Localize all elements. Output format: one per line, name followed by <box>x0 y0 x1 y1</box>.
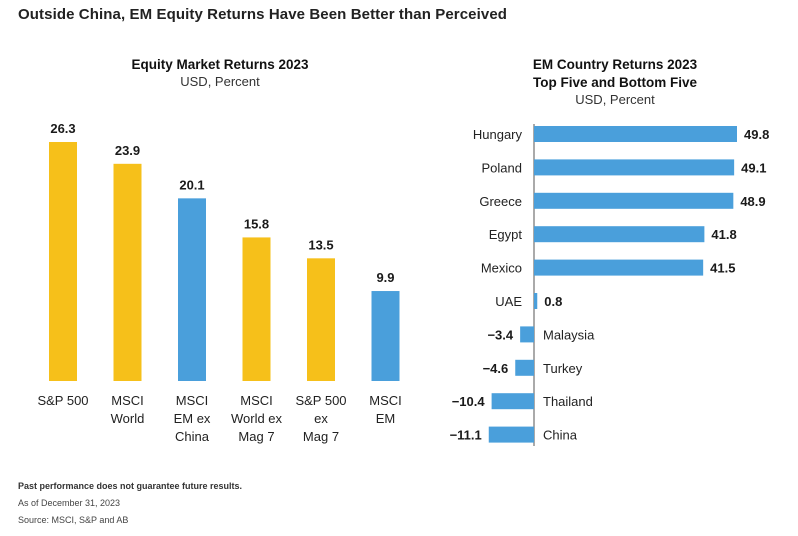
left-chart-title: Equity Market Returns 2023 <box>131 57 309 72</box>
bar-4 <box>307 258 335 381</box>
category-label-0: S&P 500 <box>37 393 88 408</box>
value-label-7: −4.6 <box>483 361 509 376</box>
bar-3 <box>534 226 705 243</box>
category-label-3: Egypt <box>489 227 523 242</box>
footer-disclaimer: Past performance does not guarantee futu… <box>18 481 243 491</box>
category-label-0: Hungary <box>473 127 523 142</box>
bar-7 <box>515 359 534 376</box>
category-label-4: Mexico <box>481 261 522 276</box>
bar-1 <box>113 163 142 381</box>
value-label-0: 26.3 <box>50 121 75 136</box>
category-label-9: China <box>543 428 578 443</box>
bar-1 <box>534 159 735 176</box>
left-chart-subtitle: USD, Percent <box>180 74 260 89</box>
bar-6 <box>520 326 534 343</box>
bar-5 <box>534 293 538 309</box>
value-label-3: 15.8 <box>244 216 269 231</box>
bar-8 <box>491 393 534 410</box>
footer-source: Source: MSCI, S&P and AB <box>18 515 129 525</box>
value-label-8: −10.4 <box>452 394 486 409</box>
right-chart-title-line2: Top Five and Bottom Five <box>532 75 697 90</box>
value-label-4: 41.5 <box>710 261 735 276</box>
footer-as-of: As of December 31, 2023 <box>18 498 121 508</box>
bar-5 <box>371 291 400 381</box>
category-label-2: Greece <box>479 194 522 209</box>
bar-4 <box>534 259 704 276</box>
page-headline: Outside China, EM Equity Returns Have Be… <box>18 6 508 23</box>
bar-0 <box>49 142 77 381</box>
category-label-2: MSCI EM ex China <box>174 393 211 444</box>
bar-2 <box>534 192 734 209</box>
value-label-1: 23.9 <box>115 143 140 158</box>
category-label-5: MSCI EM <box>369 393 402 426</box>
value-label-5: 9.9 <box>376 270 394 285</box>
right-chart-title-line1: EM Country Returns 2023 <box>532 57 698 72</box>
category-label-7: Turkey <box>543 361 583 376</box>
category-label-1: Poland <box>482 160 522 175</box>
value-label-4: 13.5 <box>308 237 333 252</box>
right-chart-subtitle: USD, Percent <box>575 92 655 107</box>
value-label-6: −3.4 <box>487 327 513 342</box>
category-label-6: Malaysia <box>543 327 595 342</box>
category-label-8: Thailand <box>543 394 593 409</box>
category-label-1: MSCI World <box>111 393 145 426</box>
value-label-1: 49.1 <box>741 160 766 175</box>
value-label-3: 41.8 <box>711 227 736 242</box>
bar-3 <box>242 237 271 381</box>
bar-0 <box>534 126 737 142</box>
category-label-5: UAE <box>495 294 522 309</box>
right-chart-title: EM Country Returns 2023 Top Five and Bot… <box>460 56 770 92</box>
bar-9 <box>488 426 534 443</box>
category-label-4: S&P 500 ex Mag 7 <box>295 393 346 444</box>
value-label-2: 48.9 <box>740 194 765 209</box>
value-label-9: −11.1 <box>450 428 482 443</box>
value-label-5: 0.8 <box>544 294 562 309</box>
value-label-0: 49.8 <box>744 127 769 142</box>
bar-2 <box>178 198 206 381</box>
value-label-2: 20.1 <box>179 177 204 192</box>
category-label-3: MSCI World ex Mag 7 <box>231 393 283 444</box>
